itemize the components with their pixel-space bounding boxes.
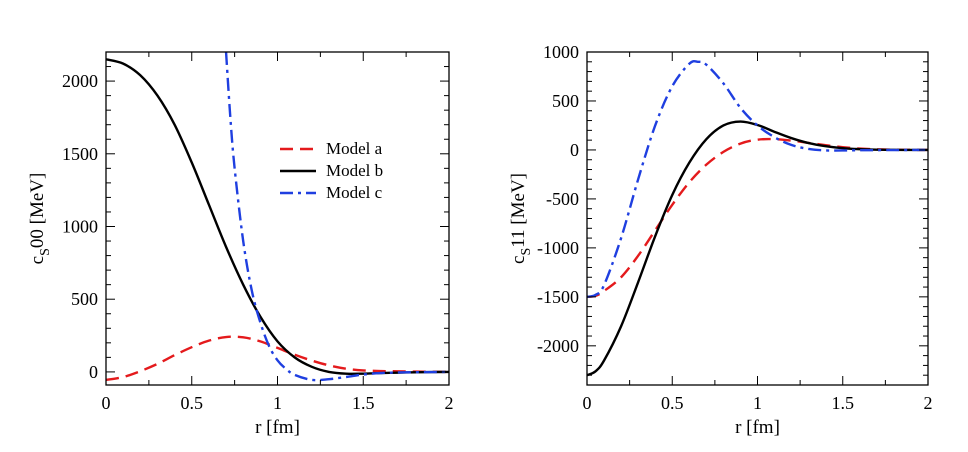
series-line-model-a bbox=[587, 137, 928, 299]
y-tick-label: 1000 bbox=[543, 42, 579, 62]
y-axis-title-rest: 11 [MeV] bbox=[508, 173, 529, 248]
plot-frame bbox=[586, 51, 929, 386]
y-axis-title-rest: 00 [MeV] bbox=[27, 173, 48, 248]
y-tick-label: -1000 bbox=[537, 238, 579, 258]
y-tick-label: 500 bbox=[71, 289, 98, 309]
x-tick-label: 0.5 bbox=[661, 393, 684, 413]
plot-frame bbox=[105, 51, 450, 386]
x-tick-label: 0 bbox=[583, 393, 592, 413]
x-tick-label: 2 bbox=[445, 393, 454, 413]
y-tick-label: 0 bbox=[570, 140, 579, 160]
x-tick-label: 0 bbox=[102, 393, 111, 413]
y-axis-title-main: c bbox=[508, 256, 529, 264]
x-tick-label: 1.5 bbox=[352, 393, 375, 413]
series-line-model-c bbox=[224, 52, 449, 382]
y-axis-title: cS00 [MeV] bbox=[27, 173, 53, 265]
legend: Model a Model b Model c bbox=[280, 139, 383, 202]
y-tick-label: -500 bbox=[546, 189, 579, 209]
x-tick-label: 2 bbox=[924, 393, 933, 413]
panel-c-s11: 0 0.5 1 1.5 2 -2000 -1500 -1000 -500 0 500 1000 r [f… bbox=[508, 42, 933, 438]
y-axis-title-main: c bbox=[27, 256, 48, 264]
x-tick-label: 0.5 bbox=[181, 393, 204, 413]
x-axis-title: r [fm] bbox=[255, 417, 300, 438]
y-tick-label: 2000 bbox=[62, 71, 98, 91]
y-tick-label: -2000 bbox=[537, 336, 579, 356]
x-tick-label: 1 bbox=[753, 393, 762, 413]
series-line-model-a bbox=[106, 335, 449, 382]
y-tick-label: 500 bbox=[552, 91, 579, 111]
legend-label: Model a bbox=[326, 139, 383, 158]
legend-label: Model c bbox=[326, 183, 383, 202]
series-line-model-b bbox=[587, 120, 928, 377]
x-axis-title: r [fm] bbox=[735, 417, 780, 438]
y-tick-label: 1000 bbox=[62, 216, 98, 236]
series-line-model-b bbox=[106, 58, 449, 376]
x-tick-label: 1.5 bbox=[832, 393, 855, 413]
x-tick-label: 1 bbox=[273, 393, 282, 413]
panel-c-s00: 0 0.5 1 1.5 2 0 500 1000 1500 2000 r [fm] cS00 [MeV… bbox=[27, 51, 454, 438]
y-tick-label: 0 bbox=[89, 362, 98, 382]
series-line-model-c bbox=[587, 59, 928, 299]
y-axis-title-subscript: S bbox=[38, 248, 53, 256]
legend-label: Model b bbox=[326, 161, 383, 180]
y-axis-title-subscript: S bbox=[519, 248, 534, 256]
y-tick-label: -1500 bbox=[537, 287, 579, 307]
y-axis-title: cS11 [MeV] bbox=[508, 173, 534, 264]
y-tick-label: 1500 bbox=[62, 144, 98, 164]
